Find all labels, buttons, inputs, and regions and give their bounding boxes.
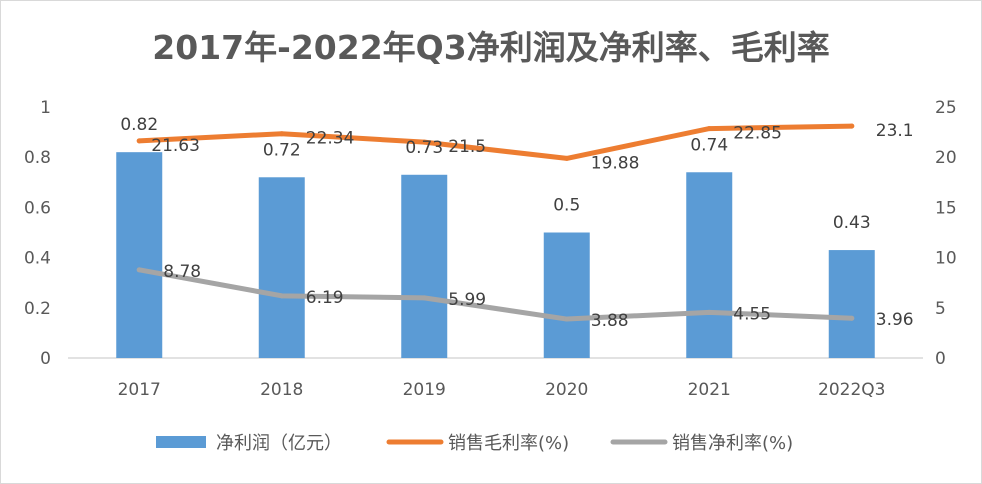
bar-net-profit — [686, 172, 733, 358]
bar-data-label: 0.73 — [405, 138, 443, 158]
x-axis-tick-label: 2018 — [260, 380, 303, 400]
net-margin-data-label: 6.19 — [306, 288, 344, 308]
bar-net-profit — [116, 152, 163, 358]
gross-margin-data-label: 21.5 — [448, 137, 486, 157]
x-axis-tick-label: 2019 — [403, 380, 446, 400]
line-point — [564, 316, 570, 322]
gross-margin-data-label: 22.85 — [733, 124, 782, 144]
left-axis-tick-label: 0.6 — [24, 198, 51, 218]
line-point — [564, 155, 570, 161]
gross-margin-data-label: 23.1 — [876, 121, 914, 141]
x-axis-tick-label: 2017 — [118, 380, 161, 400]
legend-label: 销售净利率(%) — [672, 433, 793, 454]
bar-data-label: 0.5 — [553, 196, 580, 216]
legend-swatch-bar — [156, 436, 206, 448]
left-axis-tick-label: 0 — [40, 349, 51, 369]
line-point — [706, 126, 712, 132]
gross-margin-data-label: 19.88 — [591, 153, 640, 173]
line-point — [279, 131, 285, 137]
chart-title: 2017年-2022年Q3净利润及净利率、毛利率 — [152, 28, 829, 67]
line-gross-margin — [136, 123, 855, 161]
net-margin-data-label: 3.88 — [591, 311, 629, 331]
legend-label: 净利润（亿元） — [216, 433, 342, 454]
bar-data-label: 0.82 — [120, 115, 158, 135]
right-axis-tick-label: 15 — [935, 198, 957, 218]
line-net-margin — [136, 267, 855, 322]
line-point — [136, 267, 142, 273]
bar-net-profit — [543, 232, 590, 358]
left-axis-tick-label: 0.8 — [24, 148, 51, 168]
line-point — [849, 123, 855, 129]
bar-data-label: 0.74 — [690, 135, 728, 155]
bar-data-label: 0.43 — [833, 213, 871, 233]
line-point — [706, 309, 712, 315]
left-axis-tick-label: 0.4 — [24, 249, 51, 269]
bar-net-profit — [401, 174, 448, 358]
net-margin-data-label: 5.99 — [448, 290, 486, 310]
right-axis-tick-label: 20 — [935, 148, 957, 168]
net-margin-data-label: 3.96 — [876, 310, 914, 330]
bar-net-profit — [258, 177, 305, 358]
right-axis-tick-label: 5 — [935, 299, 946, 319]
line-point — [421, 295, 427, 301]
line-point — [136, 138, 142, 144]
gross-margin-data-label: 21.63 — [151, 136, 200, 156]
right-axis-tick-label: 0 — [935, 349, 946, 369]
bar-data-label: 0.72 — [263, 140, 301, 160]
gross-margin-data-label: 22.34 — [306, 129, 355, 149]
right-axis-tick-label: 10 — [935, 249, 957, 269]
x-axis-tick-label: 2022Q3 — [818, 380, 885, 400]
x-axis-tick-label: 2020 — [545, 380, 588, 400]
left-axis-tick-label: 1 — [40, 98, 51, 118]
x-axis-tick-label: 2021 — [688, 380, 731, 400]
line-point — [279, 293, 285, 299]
left-axis-tick-label: 0.2 — [24, 299, 51, 319]
net-margin-data-label: 4.55 — [733, 304, 771, 324]
bar-net-profit — [828, 250, 875, 358]
line-point — [849, 315, 855, 321]
net-margin-data-label: 8.78 — [163, 262, 201, 282]
legend-label: 销售毛利率(%) — [448, 433, 569, 454]
line-point — [421, 139, 427, 145]
right-axis-tick-label: 25 — [935, 98, 957, 118]
